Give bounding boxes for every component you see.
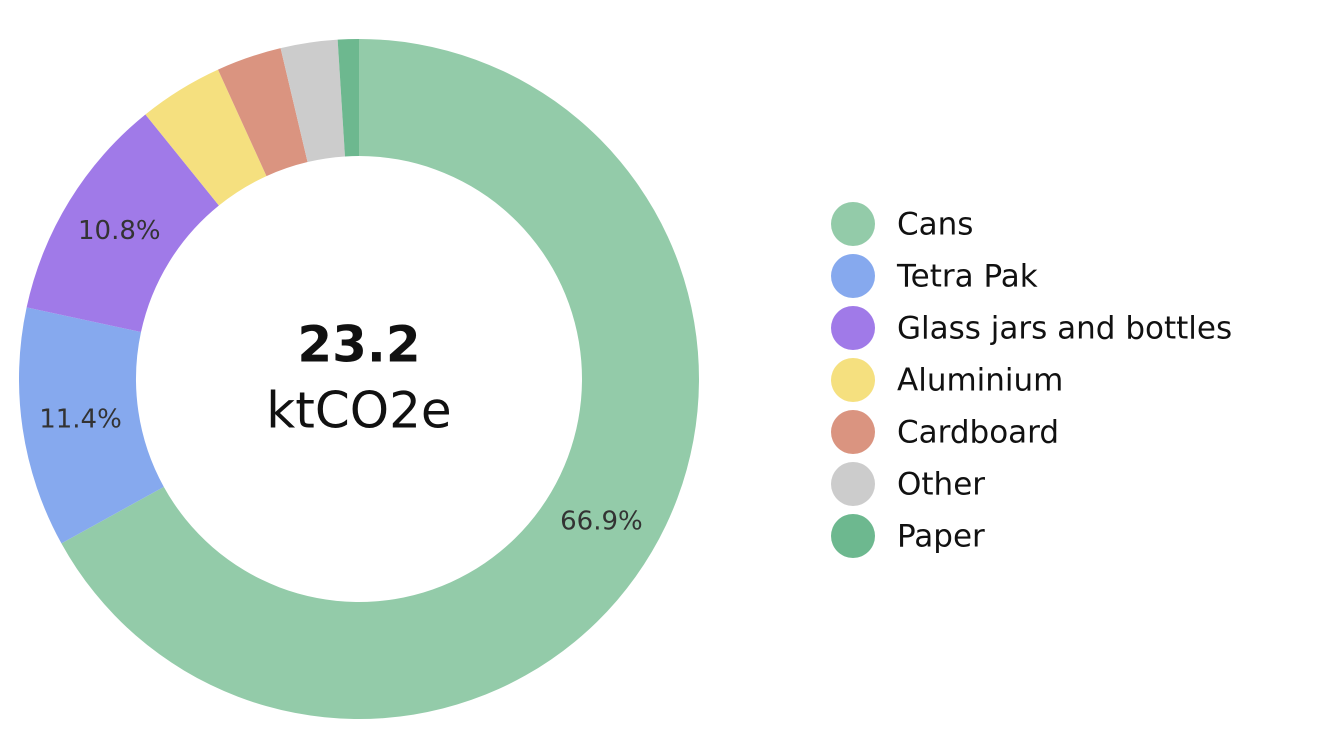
legend-label: Cans	[897, 207, 973, 243]
legend-swatch	[831, 514, 875, 558]
legend-label: Cardboard	[897, 415, 1059, 451]
legend-swatch	[831, 358, 875, 402]
legend-swatch	[831, 410, 875, 454]
donut-slice	[145, 69, 267, 206]
legend-label: Paper	[897, 519, 985, 555]
donut-slice	[26, 114, 219, 333]
center-unit: ktCO2e	[266, 382, 451, 440]
legend-swatch	[831, 254, 875, 298]
donut-slice	[18, 307, 164, 544]
value-label: 11.4%	[39, 405, 122, 435]
donut-slice	[280, 39, 345, 163]
legend-label: Tetra Pak	[896, 259, 1038, 295]
donut-slice	[61, 39, 699, 719]
legend-swatch	[831, 306, 875, 350]
value-label: 66.9%	[560, 507, 643, 537]
legend-swatch	[831, 202, 875, 246]
legend-label: Glass jars and bottles	[897, 311, 1232, 347]
donut-slice	[217, 48, 308, 177]
legend-label: Other	[897, 467, 985, 503]
value-label: 10.8%	[78, 216, 161, 246]
legend-swatch	[831, 462, 875, 506]
legend-label: Aluminium	[897, 363, 1063, 399]
donut-slice	[337, 39, 359, 157]
center-value: 23.2	[297, 316, 420, 374]
